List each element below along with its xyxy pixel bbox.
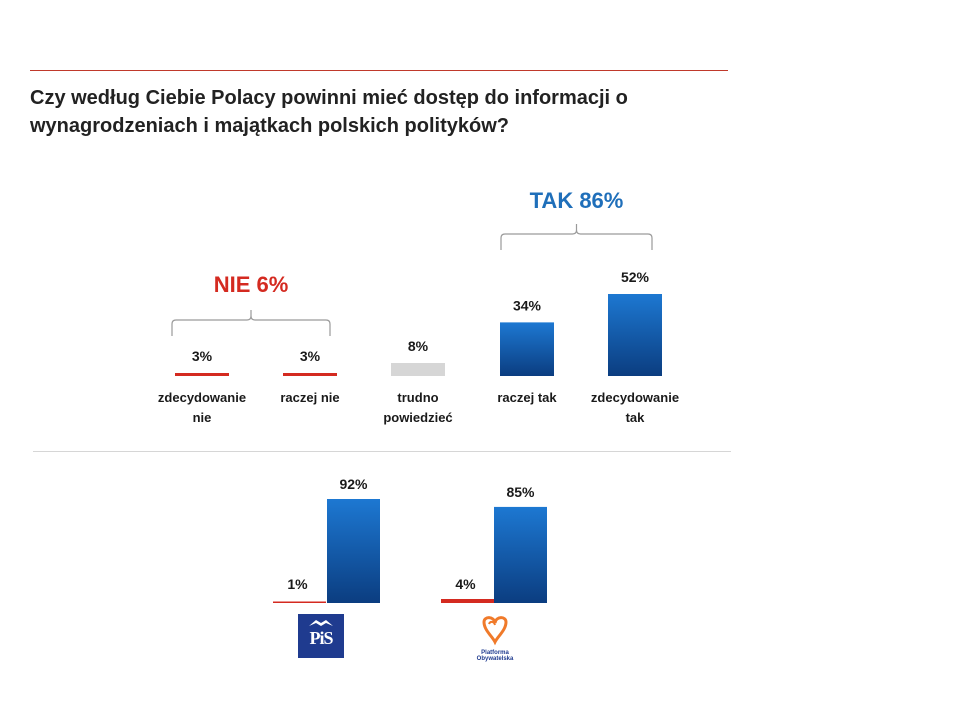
bar-value-label-1: 3%: [300, 348, 321, 364]
party-1-red-bar: [441, 599, 494, 603]
category-label-0-1: nie: [193, 410, 212, 425]
category-label-0-0: zdecydowanie: [158, 390, 246, 405]
po-logo: Platforma Obywatelska: [470, 612, 520, 666]
title-line-1: Czy według Ciebie Polacy powinni mieć do…: [30, 87, 628, 109]
heart-icon: [482, 616, 508, 646]
chart-title: Czy według Ciebie Polacy powinni mieć do…: [30, 84, 720, 140]
po-logo-text: Platforma Obywatelska: [470, 650, 520, 662]
group-label-1: TAK 86%: [530, 188, 624, 213]
category-label-2-1: powiedzieć: [383, 410, 452, 425]
bar-2: [391, 363, 445, 376]
pis-logo: PiS: [298, 614, 344, 658]
category-label-3-0: raczej tak: [497, 390, 557, 405]
party-0-red-value: 1%: [287, 576, 308, 592]
party-1-blue-bar: [494, 506, 547, 603]
bar-3: [500, 322, 554, 376]
category-label-2-0: trudno: [397, 390, 438, 405]
po-logo-line-2: Obywatelska: [476, 656, 514, 662]
party-chart: 1% 92% 4% 85%: [273, 476, 547, 603]
party-0-blue-bar: [327, 499, 380, 603]
party-0-blue-value: 92%: [339, 476, 368, 492]
bar-value-label-0: 3%: [192, 348, 213, 364]
category-label-4-1: tak: [626, 410, 646, 425]
group-brace-0: [171, 310, 331, 336]
party-1-blue-value: 85%: [506, 484, 535, 500]
party-1-red-value: 4%: [455, 576, 476, 592]
bar-0: [175, 373, 229, 376]
group-label-0: NIE 6%: [214, 272, 289, 297]
top-divider: [30, 70, 728, 71]
title-line-2: wynagrodzeniach i majątkach polskich pol…: [30, 115, 510, 137]
category-label-4-0: zdecydowanie: [591, 390, 679, 405]
bar-value-label-4: 52%: [621, 269, 650, 285]
bar-1: [283, 373, 337, 376]
bar-value-label-2: 8%: [408, 338, 429, 354]
pis-logo-text: PiS: [309, 628, 333, 648]
bar-4: [608, 294, 662, 376]
bar-value-label-3: 34%: [513, 297, 542, 313]
party-0-red-bar: [273, 601, 326, 603]
section-divider: [33, 451, 731, 452]
overall-chart: 3% zdecydowanie nie 3% raczej nie 8% trudno pow…: [158, 188, 679, 425]
eagle-icon: [309, 620, 333, 626]
po-logo-line-1: Platforma: [481, 650, 509, 656]
group-brace-1: [500, 224, 653, 250]
category-label-1-0: raczej nie: [280, 390, 339, 405]
